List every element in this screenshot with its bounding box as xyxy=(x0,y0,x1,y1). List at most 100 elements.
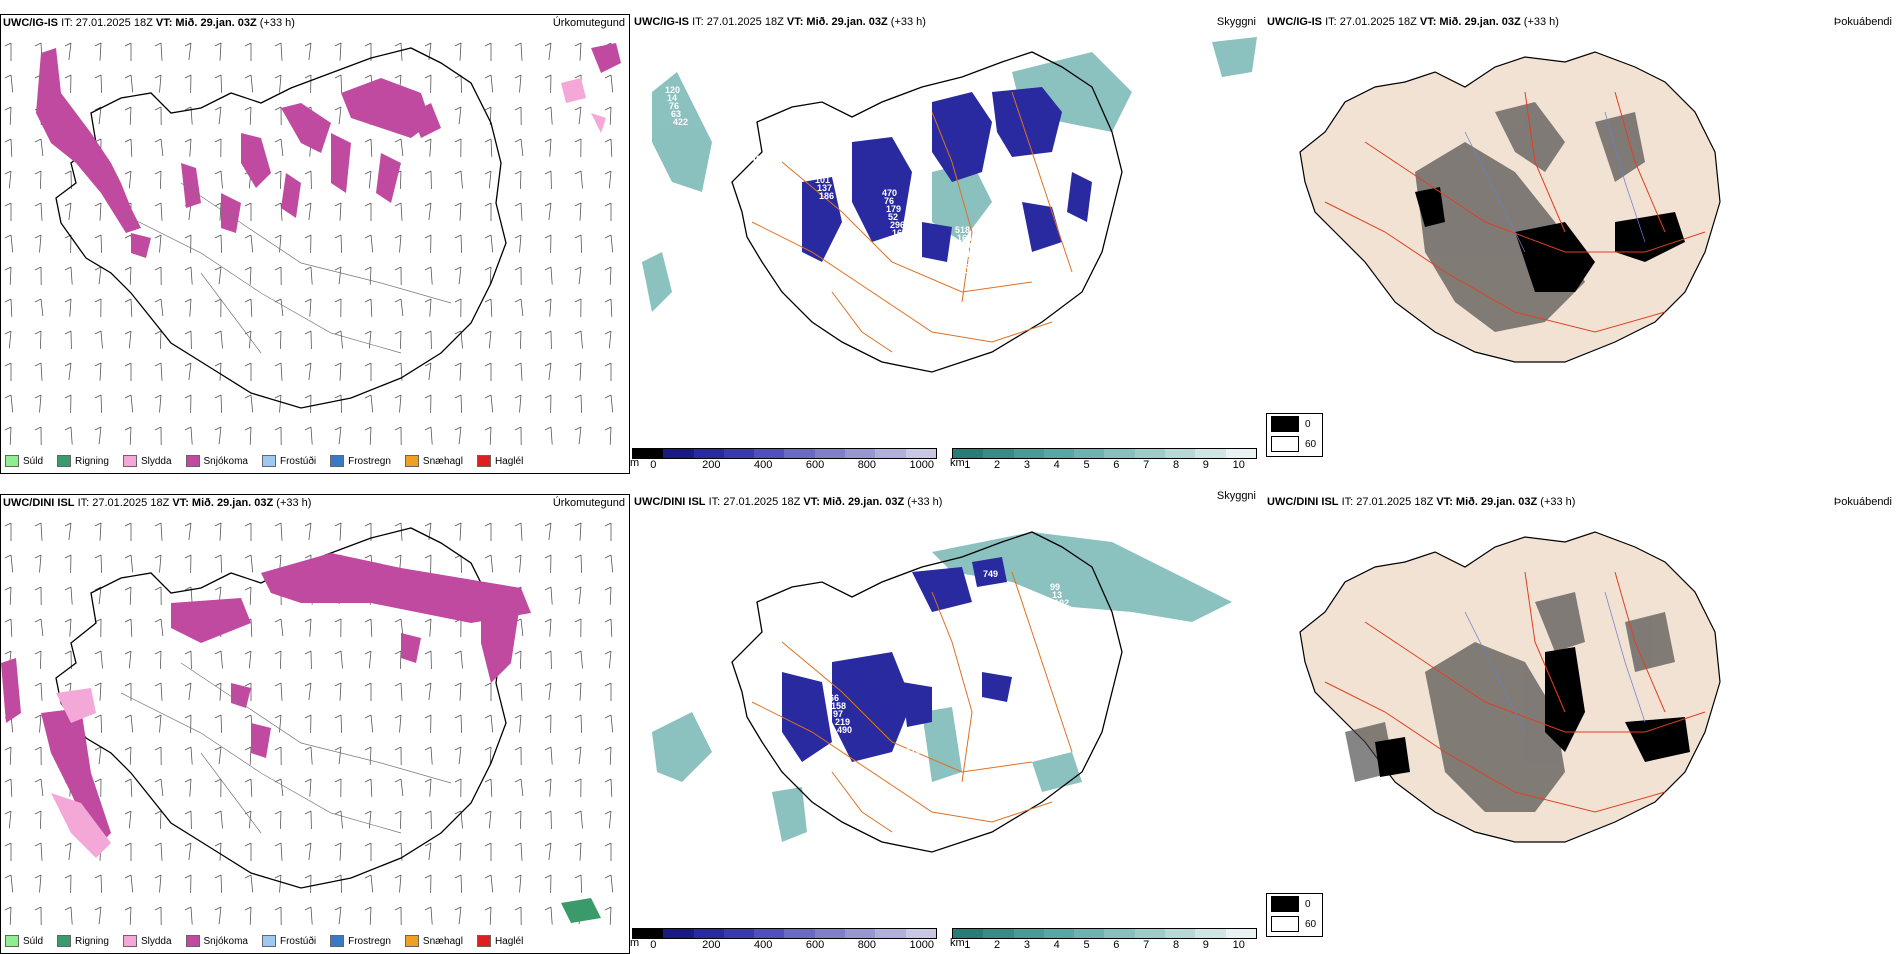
colorbar-segment xyxy=(1013,929,1044,938)
iceland-coastline xyxy=(55,47,507,409)
ceiling-value-labels: 4224461861691823456370137296119117616110… xyxy=(663,85,1053,317)
legend-swatch xyxy=(122,455,137,467)
legend-swatch xyxy=(57,455,72,467)
wind-barb xyxy=(454,874,462,893)
colorbar-segment xyxy=(983,929,1014,938)
wind-barb xyxy=(364,138,373,157)
wind-barb xyxy=(64,874,72,894)
wind-barb xyxy=(544,202,552,220)
wind-barb xyxy=(214,810,223,829)
wind-barb xyxy=(334,522,342,541)
colorbar-tick: 600 xyxy=(805,939,825,951)
wind-barb xyxy=(184,298,192,317)
wind-barb xyxy=(484,554,494,573)
road-network xyxy=(120,662,452,834)
legend-swatch xyxy=(404,935,419,947)
ceiling-value-label: 422 xyxy=(673,117,688,127)
wind-barb xyxy=(454,778,462,798)
wind-barb xyxy=(574,202,582,221)
wind-barb xyxy=(484,522,492,541)
wind-barb xyxy=(274,394,282,413)
ceiling-value-label: 296 xyxy=(890,220,905,230)
legend-swatch xyxy=(261,935,276,947)
ceiling-value-label: 518 xyxy=(955,225,970,235)
wind-barb xyxy=(484,394,494,413)
wind-barb xyxy=(544,138,552,157)
panel-header: UWC/IG-IS IT: 27.01.2025 18Z VT: Mið. 29… xyxy=(1267,16,1559,28)
wind-barb xyxy=(514,714,522,733)
legend-label: Frostregn xyxy=(348,455,391,467)
wind-barb xyxy=(214,522,222,541)
wind-barb xyxy=(214,234,222,253)
wind-barb xyxy=(484,74,494,93)
wind-barb xyxy=(4,234,14,253)
wind-barb xyxy=(64,554,72,574)
colorbar-tick: 200 xyxy=(702,939,721,951)
wind-barb xyxy=(364,810,372,829)
ceiling-value-label: 510 xyxy=(908,754,923,764)
wind-barb xyxy=(64,234,72,254)
wind-barb xyxy=(4,42,12,61)
wind-barb xyxy=(244,74,254,93)
wind-barb xyxy=(124,682,132,701)
wind-barb xyxy=(454,170,463,189)
wind-barb xyxy=(484,746,492,765)
wind-barb xyxy=(604,426,612,445)
wind-barb xyxy=(454,362,462,381)
wind-barb xyxy=(244,234,254,253)
wind-barb xyxy=(184,330,192,350)
wind-barb xyxy=(334,202,342,221)
wind-barb xyxy=(304,202,312,220)
colorbar-segment xyxy=(784,449,815,458)
wind-barb xyxy=(484,266,492,285)
wind-barb xyxy=(454,618,462,638)
wind-barb xyxy=(544,618,552,637)
colorbar-tick: 1000 xyxy=(909,939,935,951)
ceiling-value-label: 119 xyxy=(963,257,978,267)
colorbar-tick: 400 xyxy=(754,939,773,951)
panel-title: Þokuábendi xyxy=(1833,496,1892,508)
sleet-areas xyxy=(561,78,606,133)
wind-barb xyxy=(154,778,164,797)
wind-barb xyxy=(394,682,403,701)
wind-barb xyxy=(604,778,613,797)
wind-barb xyxy=(424,426,433,445)
colorbar-segment xyxy=(1165,929,1196,938)
colorbar-segment xyxy=(633,449,664,458)
wind-barb xyxy=(304,874,312,894)
wind-barb xyxy=(244,298,253,317)
wind-barb xyxy=(124,874,134,893)
wind-barb xyxy=(424,362,432,380)
wind-barb xyxy=(604,714,614,733)
wind-barb xyxy=(574,394,582,413)
legend-label: Snæhagl xyxy=(422,455,463,467)
wind-barb xyxy=(214,394,222,413)
colorbar-tick: 9 xyxy=(1202,939,1209,951)
wind-barb xyxy=(94,650,103,669)
fog-legend-item: 0 xyxy=(1267,414,1322,434)
sleet-areas xyxy=(51,688,111,858)
ceiling-scale: 0 200 400 600 800 1000 m xyxy=(630,448,937,471)
wind-barb xyxy=(124,74,134,93)
ceiling-value-label: 146 xyxy=(959,241,974,251)
colorbar-segment xyxy=(723,449,755,458)
wind-barb xyxy=(184,810,192,830)
wind-barb xyxy=(154,746,162,766)
wind-barb xyxy=(214,298,222,318)
wind-barb xyxy=(94,42,102,61)
wind-barb xyxy=(394,810,402,829)
wind-barb xyxy=(244,266,252,285)
wind-barb xyxy=(94,362,102,381)
wind-barb xyxy=(334,426,342,445)
wind-barb xyxy=(604,266,612,285)
wind-barb xyxy=(574,106,582,125)
wind-barb xyxy=(94,778,102,798)
wind-barb xyxy=(514,266,522,286)
wind-barb xyxy=(304,682,312,700)
wind-barb xyxy=(544,170,552,190)
wind-barb xyxy=(244,810,252,829)
colorbar-segment xyxy=(693,929,724,938)
panel-header: UWC/IG-IS IT: 27.01.2025 18Z VT: Mið. 29… xyxy=(634,16,926,28)
wind-barb xyxy=(154,138,164,157)
ceiling-value-label: 118 xyxy=(977,775,992,785)
